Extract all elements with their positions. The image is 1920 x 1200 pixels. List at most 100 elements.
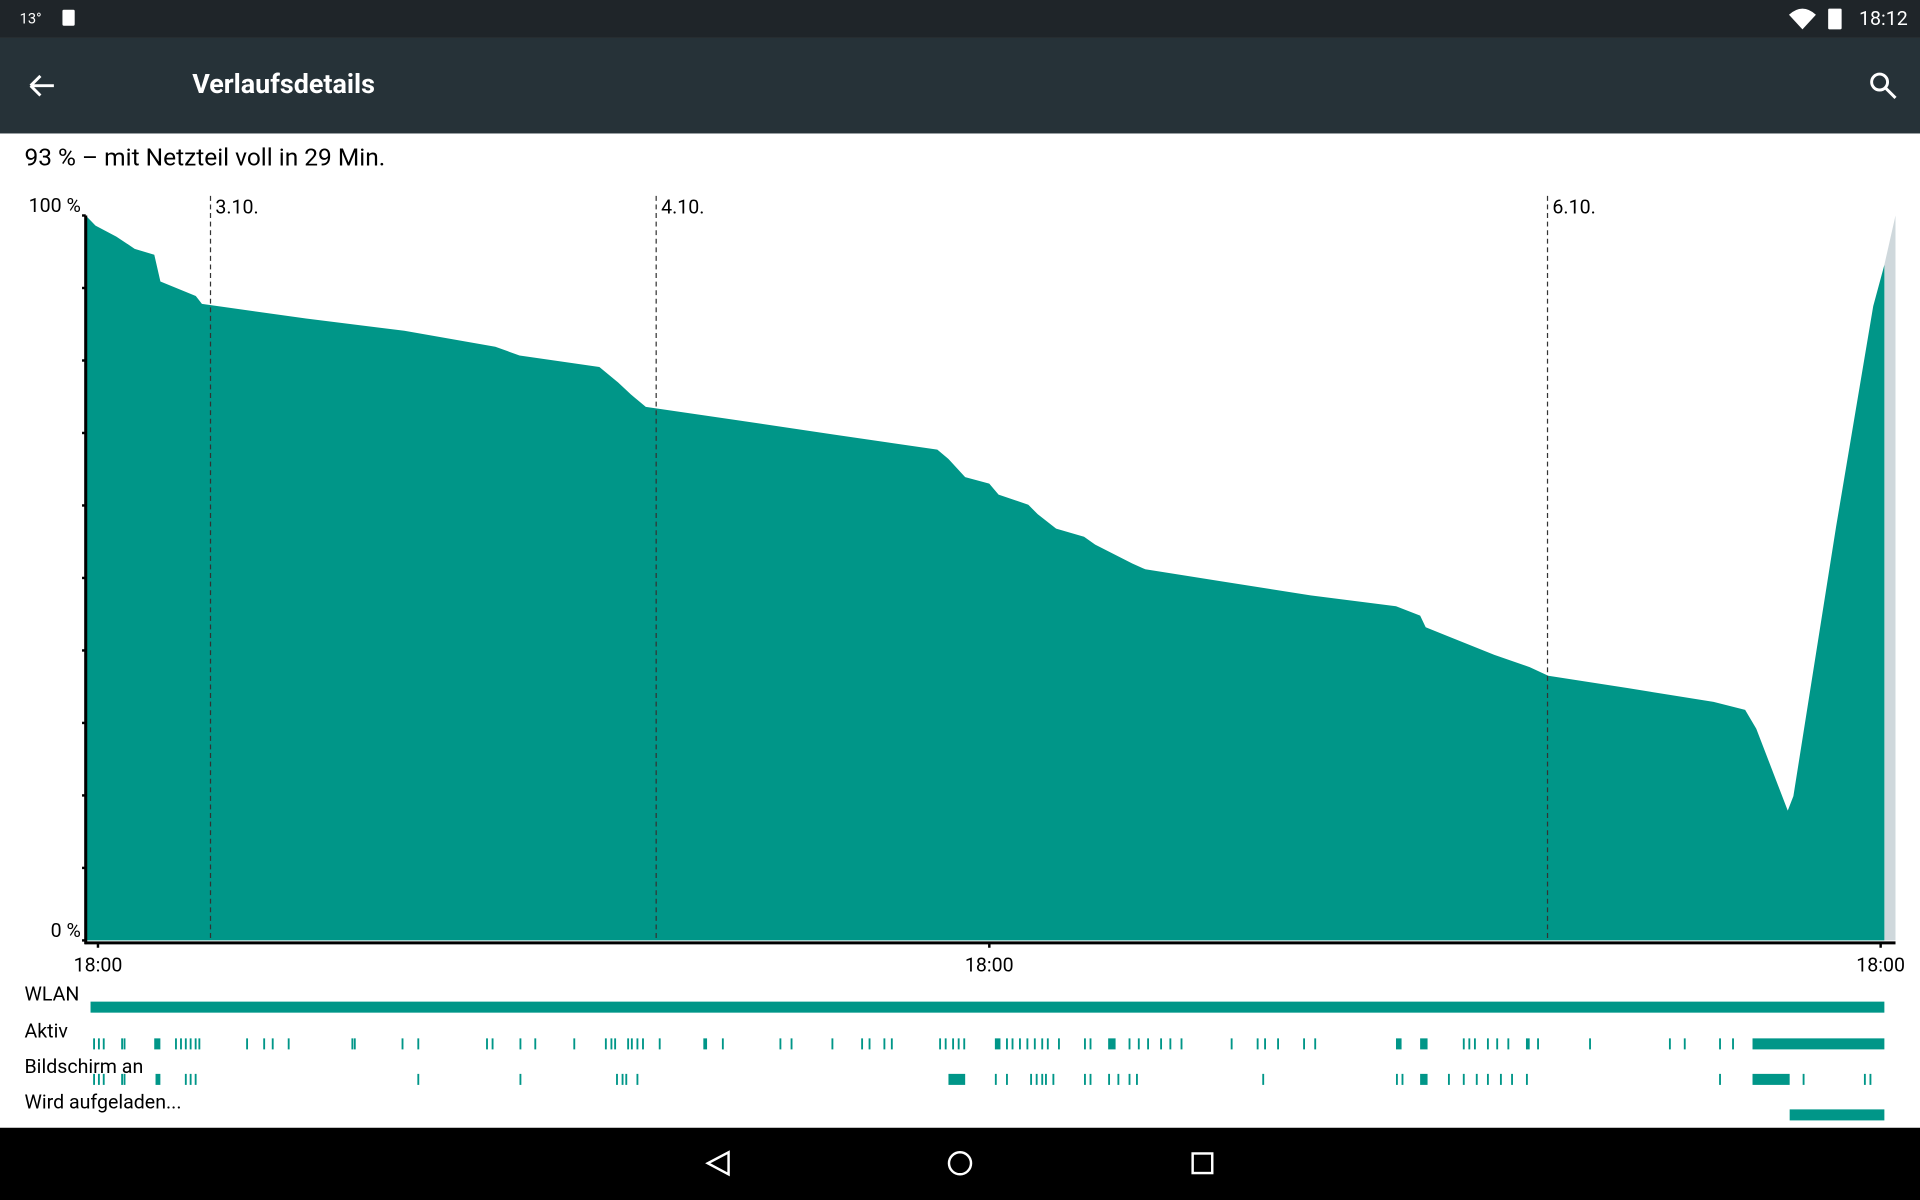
event-bar [271, 1038, 274, 1050]
event-bar [1046, 1038, 1049, 1050]
event-bar [1537, 1038, 1539, 1050]
event-bar [1160, 1038, 1163, 1050]
event-bar [90, 1001, 1885, 1013]
event-bar [610, 1038, 613, 1050]
event-bar [948, 1073, 966, 1085]
event-bar [939, 1038, 942, 1050]
y-tick-label: 100 % [29, 194, 81, 217]
event-bar [963, 1038, 966, 1050]
nav-recents[interactable] [1191, 1152, 1214, 1175]
event-bar [890, 1038, 893, 1050]
summary: 93 % – mit Netzteil voll in 29 Min. [24, 143, 385, 172]
event-bar [1033, 1038, 1036, 1050]
event-bar [1019, 1038, 1021, 1050]
event-bar [102, 1073, 105, 1085]
row-label: Bildschirm an [24, 1055, 143, 1078]
event-bar [1802, 1073, 1805, 1085]
nav-bar [0, 1127, 1920, 1200]
event-bar [1058, 1038, 1060, 1050]
event-bar [1863, 1073, 1866, 1085]
event-bar [1137, 1038, 1140, 1050]
event-bar [175, 1038, 177, 1050]
event-bar [1262, 1073, 1265, 1085]
event-bar [1511, 1073, 1513, 1085]
event-bar [417, 1038, 420, 1050]
event-bar [1128, 1073, 1131, 1085]
event-bar [1230, 1038, 1233, 1050]
event-bar [353, 1038, 356, 1050]
event-bar [121, 1038, 124, 1050]
event-bar [1525, 1073, 1528, 1085]
event-bar [1719, 1038, 1721, 1050]
event-bar [1084, 1073, 1086, 1085]
event-bar [957, 1038, 960, 1050]
event-bar [721, 1038, 724, 1050]
event-bar [636, 1073, 639, 1085]
event-bar [1869, 1073, 1872, 1085]
event-bar [1752, 1038, 1885, 1050]
event-bar [401, 1038, 404, 1050]
event-bar [93, 1038, 95, 1050]
event-bar [93, 1073, 95, 1085]
event-bar [994, 1038, 1001, 1050]
event-bar [861, 1038, 864, 1050]
event-bar [627, 1038, 630, 1050]
event-bar [1462, 1038, 1465, 1050]
event-bar [1108, 1073, 1111, 1085]
event-bar [184, 1038, 187, 1050]
event-bar [1719, 1073, 1721, 1085]
event-bar [123, 1073, 126, 1085]
event-bar [703, 1038, 708, 1050]
event-bar [351, 1038, 354, 1050]
wifi-icon [1788, 8, 1816, 30]
row-label: WLAN [24, 983, 79, 1006]
event-bar [625, 1073, 628, 1085]
event-bar [1035, 1073, 1038, 1085]
event-bar [1052, 1073, 1055, 1085]
x-tick-label: 18:00 [965, 953, 1014, 976]
event-bar [1089, 1038, 1092, 1050]
event-bar [123, 1038, 126, 1050]
event-bar [636, 1038, 639, 1050]
status-temperature: 13° [20, 9, 42, 27]
chart: 3.10. 4.10. 6.10. 100 % 0 % 18:00 18:00 18:00 WL… [24, 194, 1905, 1121]
event-bar [1499, 1073, 1502, 1085]
event-bar [1486, 1038, 1489, 1050]
event-bar [831, 1038, 834, 1050]
event-bar [1589, 1038, 1591, 1050]
event-bar [519, 1073, 522, 1085]
event-bar [1752, 1073, 1790, 1085]
event-bar [519, 1038, 522, 1050]
event-bar [1732, 1038, 1734, 1050]
event-bar [1084, 1038, 1086, 1050]
event-bar [534, 1038, 537, 1050]
event-bar [486, 1038, 488, 1050]
event-bar [790, 1038, 793, 1050]
event-bar [1089, 1073, 1092, 1085]
event-bar [779, 1038, 782, 1050]
event-bar [1395, 1073, 1398, 1085]
event-bar [952, 1038, 955, 1050]
row-label: Aktiv [24, 1019, 68, 1042]
event-bar [194, 1073, 197, 1085]
status-time: 18:12 [1859, 7, 1908, 30]
back-button[interactable] [29, 74, 54, 97]
event-bar [1117, 1073, 1120, 1085]
event-bar [1169, 1038, 1172, 1050]
event-bar [1136, 1073, 1138, 1085]
event-bar [184, 1073, 187, 1085]
search-button[interactable] [1870, 72, 1897, 99]
x-tick-label: 18:00 [1856, 953, 1905, 976]
event-bar [1525, 1038, 1530, 1050]
nav-home[interactable] [947, 1151, 973, 1176]
nav-back[interactable] [705, 1150, 730, 1177]
event-bar [263, 1038, 266, 1050]
app-bar [0, 37, 1920, 134]
sd-icon [62, 9, 75, 26]
event-bar [1277, 1038, 1279, 1050]
event-bar [604, 1038, 607, 1050]
y-tick-label: 0 % [51, 919, 81, 942]
event-bar [868, 1038, 871, 1050]
